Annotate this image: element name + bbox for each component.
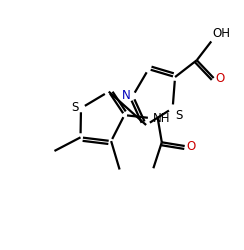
Text: N: N xyxy=(122,89,131,102)
Text: OH: OH xyxy=(213,27,231,40)
Text: NH: NH xyxy=(152,112,170,124)
Text: S: S xyxy=(71,101,79,114)
Text: S: S xyxy=(175,110,183,122)
Text: O: O xyxy=(187,140,196,152)
Text: O: O xyxy=(216,72,225,85)
